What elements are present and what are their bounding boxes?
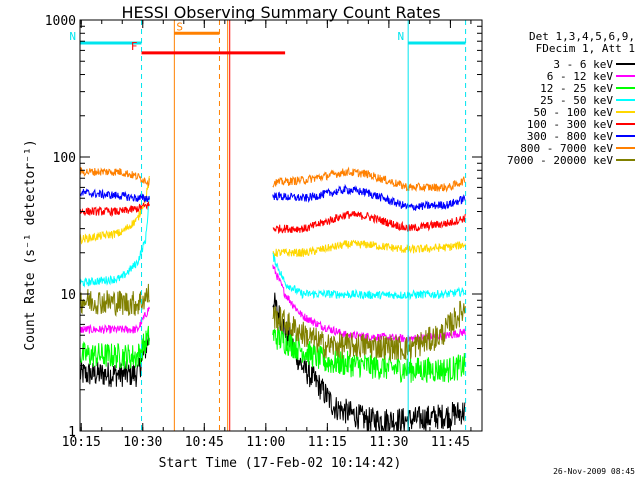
flag-bar-label: N xyxy=(69,30,76,43)
flag-bar-label: N xyxy=(398,30,405,43)
series-line-7 xyxy=(79,188,150,203)
y-tick-label: 1000 xyxy=(45,14,76,29)
x-tick-label: 10:45 xyxy=(185,435,224,450)
legend: Det 1,3,4,5,6,9, FDecim 1, Att 1 3 - 6 k… xyxy=(507,30,635,167)
x-tick-label: 11:45 xyxy=(431,435,470,450)
series-line-8 xyxy=(272,166,466,193)
legend-entry-label: 50 - 100 keV xyxy=(534,106,614,119)
legend-entry-label: 800 - 7000 keV xyxy=(520,142,613,155)
legend-entry-label: 25 - 50 keV xyxy=(540,94,613,107)
legend-header-line-1: Det 1,3,4,5,6,9, xyxy=(529,30,635,43)
flag-bars: S N N F xyxy=(69,20,466,55)
y-tick-label: 10 xyxy=(60,288,76,303)
series-line-5 xyxy=(79,175,150,245)
series-line-7 xyxy=(272,183,466,211)
series-line-8 xyxy=(79,166,150,187)
y-axis: 1 10 100 1000 xyxy=(45,14,482,440)
y-tick-label: 100 xyxy=(53,151,76,166)
series-line-2 xyxy=(79,306,150,334)
legend-header-line-2: FDecim 1, Att 1 xyxy=(536,42,635,55)
flag-bar-label: S xyxy=(176,20,183,33)
x-tick-label: 11:00 xyxy=(246,435,285,450)
x-axis: 10:15 10:30 10:45 11:00 11:15 11:30 11:45 xyxy=(62,20,472,450)
x-tick-label: 11:30 xyxy=(369,435,408,450)
legend-entry-label: 3 - 6 keV xyxy=(553,58,613,71)
legend-entry-label: 12 - 25 keV xyxy=(540,82,613,95)
legend-entry-label: 7000 - 20000 keV xyxy=(507,154,613,167)
series-line-4 xyxy=(272,252,466,301)
time-markers xyxy=(141,20,467,431)
y-tick-label: 1 xyxy=(68,425,76,440)
series-line-3 xyxy=(79,325,150,370)
series-line-6 xyxy=(79,201,150,218)
x-tick-label: 10:15 xyxy=(62,435,101,450)
chart-title: HESSI Observing Summary Count Rates xyxy=(121,3,440,22)
series-line-4 xyxy=(79,195,150,288)
x-axis-label: Start Time (17-Feb-02 10:14:42) xyxy=(159,456,402,471)
legend-entry-label: 100 - 300 keV xyxy=(527,118,613,131)
series-line-5 xyxy=(272,239,466,258)
y-axis-label: Count Rate (s⁻¹ detector⁻¹) xyxy=(23,139,38,350)
plot-frame xyxy=(79,19,483,432)
x-tick-label: 11:15 xyxy=(308,435,347,450)
flag-bar-label: F xyxy=(131,40,138,53)
series-line-3 xyxy=(272,326,466,383)
series-line-9 xyxy=(272,300,466,362)
x-tick-label: 10:30 xyxy=(123,435,162,450)
series-line-6 xyxy=(272,210,466,235)
generation-timestamp: 26-Nov-2009 08:45 xyxy=(553,467,635,476)
legend-entry-label: 300 - 800 keV xyxy=(527,130,613,143)
series-line-9 xyxy=(79,283,150,318)
legend-entry-label: 6 - 12 keV xyxy=(547,70,614,83)
series-lines xyxy=(79,166,466,432)
